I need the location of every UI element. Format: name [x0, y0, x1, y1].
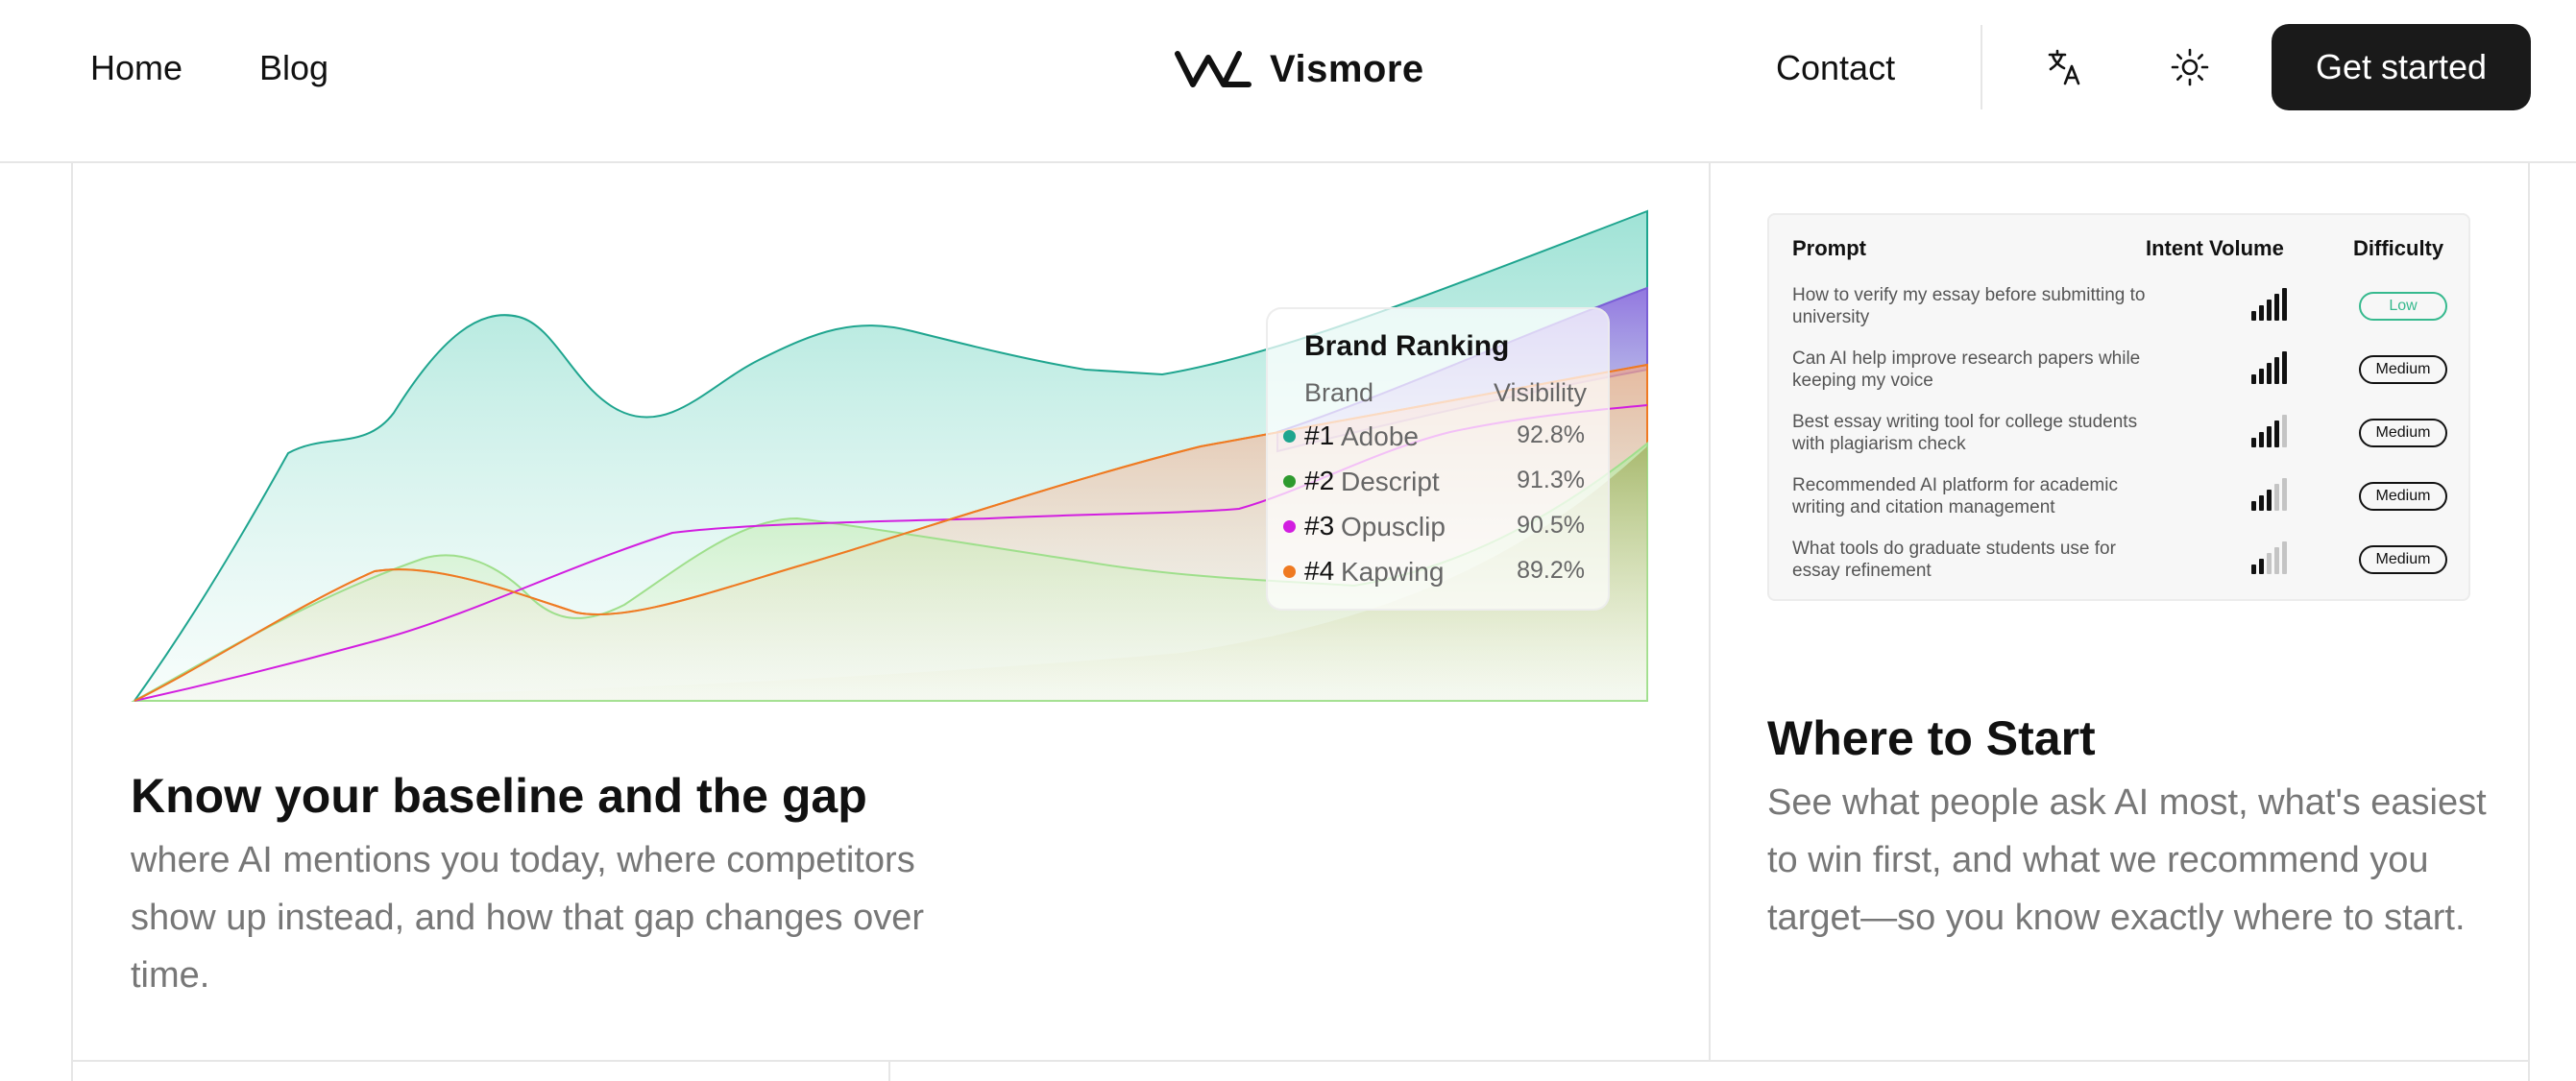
grid-line-lower: [888, 1060, 890, 1081]
ranking-row: #2 Descript 91.3%: [1268, 460, 1612, 504]
grid-line-right: [2528, 163, 2530, 1081]
table-row[interactable]: How to verify my essay before submitting…: [1769, 280, 2472, 344]
difficulty-badge: Medium: [2359, 482, 2447, 511]
site-header: Home Blog Vismore Contact Get started: [0, 0, 2576, 163]
rank-dot-icon: [1283, 430, 1296, 443]
rank-brand: Opusclip: [1341, 512, 1446, 541]
col-difficulty-header: Difficulty: [2353, 236, 2444, 260]
header-divider: [1981, 25, 1982, 109]
get-started-button[interactable]: Get started: [2272, 24, 2531, 110]
rank-brand: Descript: [1341, 467, 1440, 496]
intent-bars-icon: [2251, 349, 2290, 384]
rank-visibility: 92.8%: [1517, 421, 1585, 448]
rank-dot-icon: [1283, 475, 1296, 488]
sun-icon: [2171, 48, 2209, 86]
prompt-text: Can AI help improve research papers whil…: [1792, 348, 2141, 391]
col-intent-header: Intent Volume: [2146, 236, 2284, 260]
intent-bars-icon: [2251, 540, 2290, 574]
site-logo[interactable]: Vismore: [1174, 42, 1424, 96]
difficulty-badge: Medium: [2359, 355, 2447, 384]
intent-bars-icon: [2251, 286, 2290, 321]
nav-contact-link[interactable]: Contact: [1776, 48, 1896, 87]
baseline-description: where AI mentions you today, where compe…: [131, 840, 925, 996]
ranking-row: #3 Opusclip 90.5%: [1268, 505, 1612, 549]
rank-number: #2: [1304, 466, 1335, 495]
table-row[interactable]: Recommended AI platform for academic wri…: [1769, 470, 2472, 534]
where-to-start-title: Where to Start: [1767, 711, 2096, 765]
nav-blog-link[interactable]: Blog: [259, 48, 329, 87]
prompt-text: How to verify my essay before submitting…: [1792, 285, 2146, 327]
ranking-row: #4 Kapwing 89.2%: [1268, 550, 1612, 594]
grid-line-bottom: [71, 1060, 2530, 1062]
logo-text: Vismore: [1270, 47, 1424, 90]
difficulty-badge: Medium: [2359, 545, 2447, 574]
rank-brand: Kapwing: [1341, 557, 1445, 587]
difficulty-badge: Low: [2359, 292, 2447, 321]
rank-number: #1: [1304, 420, 1335, 450]
rank-brand: Adobe: [1341, 421, 1419, 451]
series-base-area: [134, 446, 1647, 701]
table-row[interactable]: Best essay writing tool for college stud…: [1769, 407, 2472, 470]
table-row[interactable]: Can AI help improve research papers whil…: [1769, 344, 2472, 407]
intent-bars-icon: [2251, 476, 2290, 511]
ranking-col-brand: Brand: [1304, 378, 1374, 407]
ranking-col-visibility: Visibility: [1493, 378, 1587, 407]
rank-number: #3: [1304, 511, 1335, 540]
rank-dot-icon: [1283, 565, 1296, 578]
translate-icon: [2048, 49, 2080, 85]
table-row[interactable]: What tools do graduate students use for …: [1769, 534, 2472, 597]
difficulty-badge: Medium: [2359, 419, 2447, 447]
brand-ranking-card: Brand Ranking Brand Visibility #1 Adobe …: [1266, 307, 1610, 611]
rank-visibility: 90.5%: [1517, 512, 1585, 539]
rank-visibility: 89.2%: [1517, 557, 1585, 584]
prompt-table: Prompt Intent Volume Difficulty How to v…: [1767, 213, 2470, 601]
grid-line-left: [71, 163, 73, 1081]
language-button[interactable]: [2038, 40, 2092, 94]
grid-line-middle: [1709, 163, 1711, 1062]
ranking-row: #1 Adobe 92.8%: [1268, 415, 1612, 459]
baseline-title: Know your baseline and the gap: [131, 769, 867, 823]
vismore-logo-icon: [1175, 51, 1252, 87]
brand-ranking-title: Brand Ranking: [1304, 330, 1510, 362]
prompt-text: Best essay writing tool for college stud…: [1792, 412, 2138, 454]
where-to-start-description: See what people ask AI most, what's easi…: [1767, 782, 2487, 938]
rank-dot-icon: [1283, 520, 1296, 533]
rank-visibility: 91.3%: [1517, 467, 1585, 493]
rank-number: #4: [1304, 556, 1335, 586]
col-prompt-header: Prompt: [1792, 236, 1866, 260]
intent-bars-icon: [2251, 413, 2290, 447]
prompt-text: What tools do graduate students use for …: [1792, 539, 2116, 581]
theme-toggle-button[interactable]: [2163, 40, 2217, 94]
prompt-text: Recommended AI platform for academic wri…: [1792, 475, 2118, 517]
nav-home-link[interactable]: Home: [90, 48, 183, 87]
